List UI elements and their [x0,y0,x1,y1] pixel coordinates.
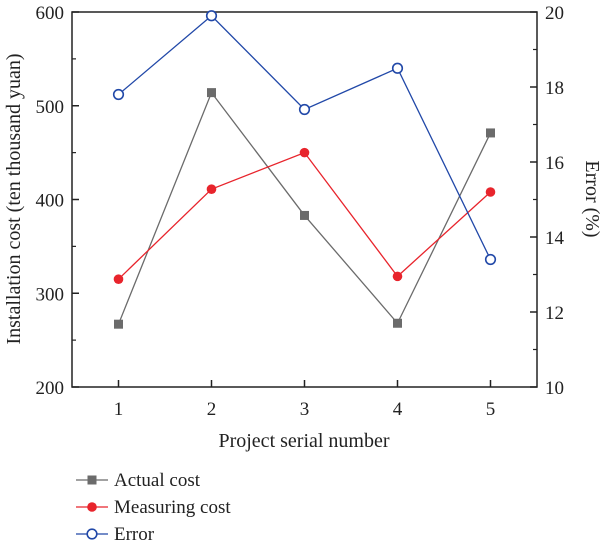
data-point [391,62,404,74]
right-y-tick-label: 12 [545,303,564,324]
series-1 [113,147,496,284]
legend-label: Actual cost [114,470,201,491]
left-y-tick-label: 300 [36,284,65,305]
data-point [485,187,496,197]
series-2 [112,10,497,266]
data-point [299,147,310,158]
data-point [205,10,218,22]
left-y-tick-label: 200 [36,378,65,399]
left-y-axis-ticks: 200 300 400 500 600 [36,3,79,399]
left-y-tick-label: 600 [36,3,65,24]
right-y-tick-label: 20 [545,3,564,24]
legend: Actual cost Measuring cost Error [76,470,231,545]
right-y-tick-label: 10 [545,378,564,399]
right-y-axis-ticks: 10 12 14 16 18 20 [530,3,565,399]
x-axis-title: Project serial number [218,430,389,452]
data-point [114,319,123,329]
right-y-axis-title: Error (%) [581,160,600,237]
legend-label: Measuring cost [114,497,231,518]
data-point [300,210,309,220]
x-tick-label: 1 [114,399,124,420]
x-axis-ticks: 1 2 3 4 5 [114,380,496,420]
series-line [117,91,492,325]
legend-marker [87,475,97,485]
series-0 [114,88,495,329]
data-point [298,103,311,116]
plot-frame [71,11,538,388]
data-point [206,184,217,194]
x-tick-label: 5 [486,399,496,420]
right-y-tick-label: 16 [545,153,564,174]
data-point [112,88,125,101]
data-point [486,128,495,138]
data-point [392,271,403,282]
left-y-tick-label: 400 [36,191,65,212]
x-tick-label: 4 [393,399,403,420]
series-line [118,14,492,260]
left-y-tick-label: 500 [36,97,65,118]
data-point [113,274,124,284]
left-y-axis-title: Installation cost (ten thousand yuan) [3,53,25,344]
data-point [484,253,497,266]
x-tick-label: 2 [207,399,217,420]
series-layer [112,10,497,329]
right-y-tick-label: 18 [545,78,564,99]
legend-label: Error [114,524,155,545]
right-y-tick-label: 14 [545,228,565,249]
data-point [393,318,402,328]
x-tick-label: 3 [300,399,310,420]
legend-marker [86,528,98,540]
data-point [207,88,216,98]
legend-marker [87,502,97,512]
